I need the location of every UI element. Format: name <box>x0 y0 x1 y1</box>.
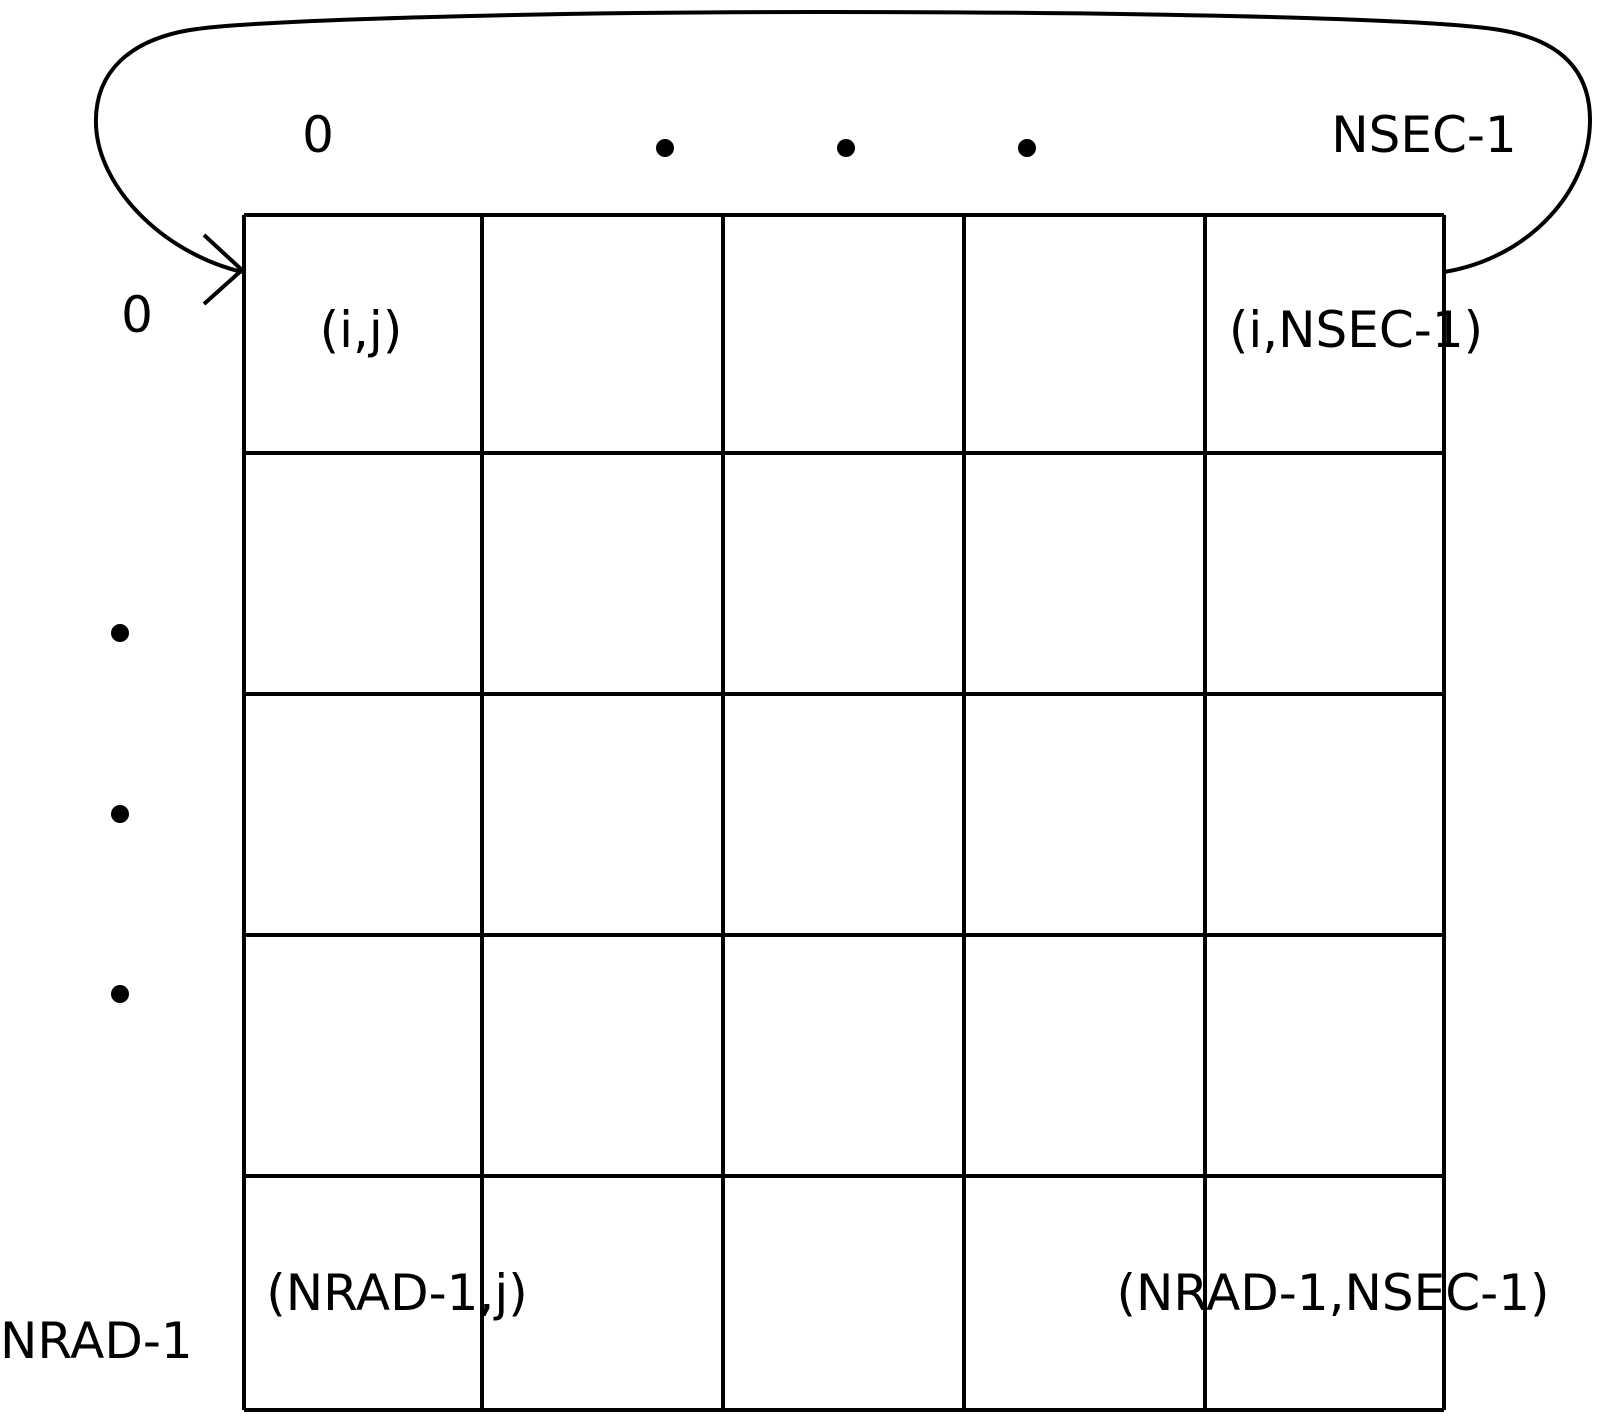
horizontal-ellipsis <box>656 139 1036 157</box>
ellipsis-dot <box>111 805 129 823</box>
column-label-last: NSEC-1 <box>1331 106 1517 164</box>
ellipsis-dot <box>656 139 674 157</box>
row-label-last: NRAD-1 <box>0 1312 193 1370</box>
cell-label-bottom-left: (NRAD-1,j) <box>266 1264 527 1322</box>
cell-label-top-right: (i,NSEC-1) <box>1229 301 1483 359</box>
ellipsis-dot <box>111 985 129 1003</box>
grid <box>242 213 1446 1412</box>
cell-label-bottom-right: (NRAD-1,NSEC-1) <box>1116 1264 1549 1322</box>
ellipsis-dot <box>837 139 855 157</box>
ellipsis-dot <box>1018 139 1036 157</box>
row-label-first: 0 <box>121 286 153 344</box>
vertical-ellipsis <box>111 624 129 1003</box>
ellipsis-dot <box>111 624 129 642</box>
wraparound-arc <box>93 9 1593 274</box>
cell-label-top-left: (i,j) <box>320 301 403 359</box>
column-label-first: 0 <box>302 106 334 164</box>
